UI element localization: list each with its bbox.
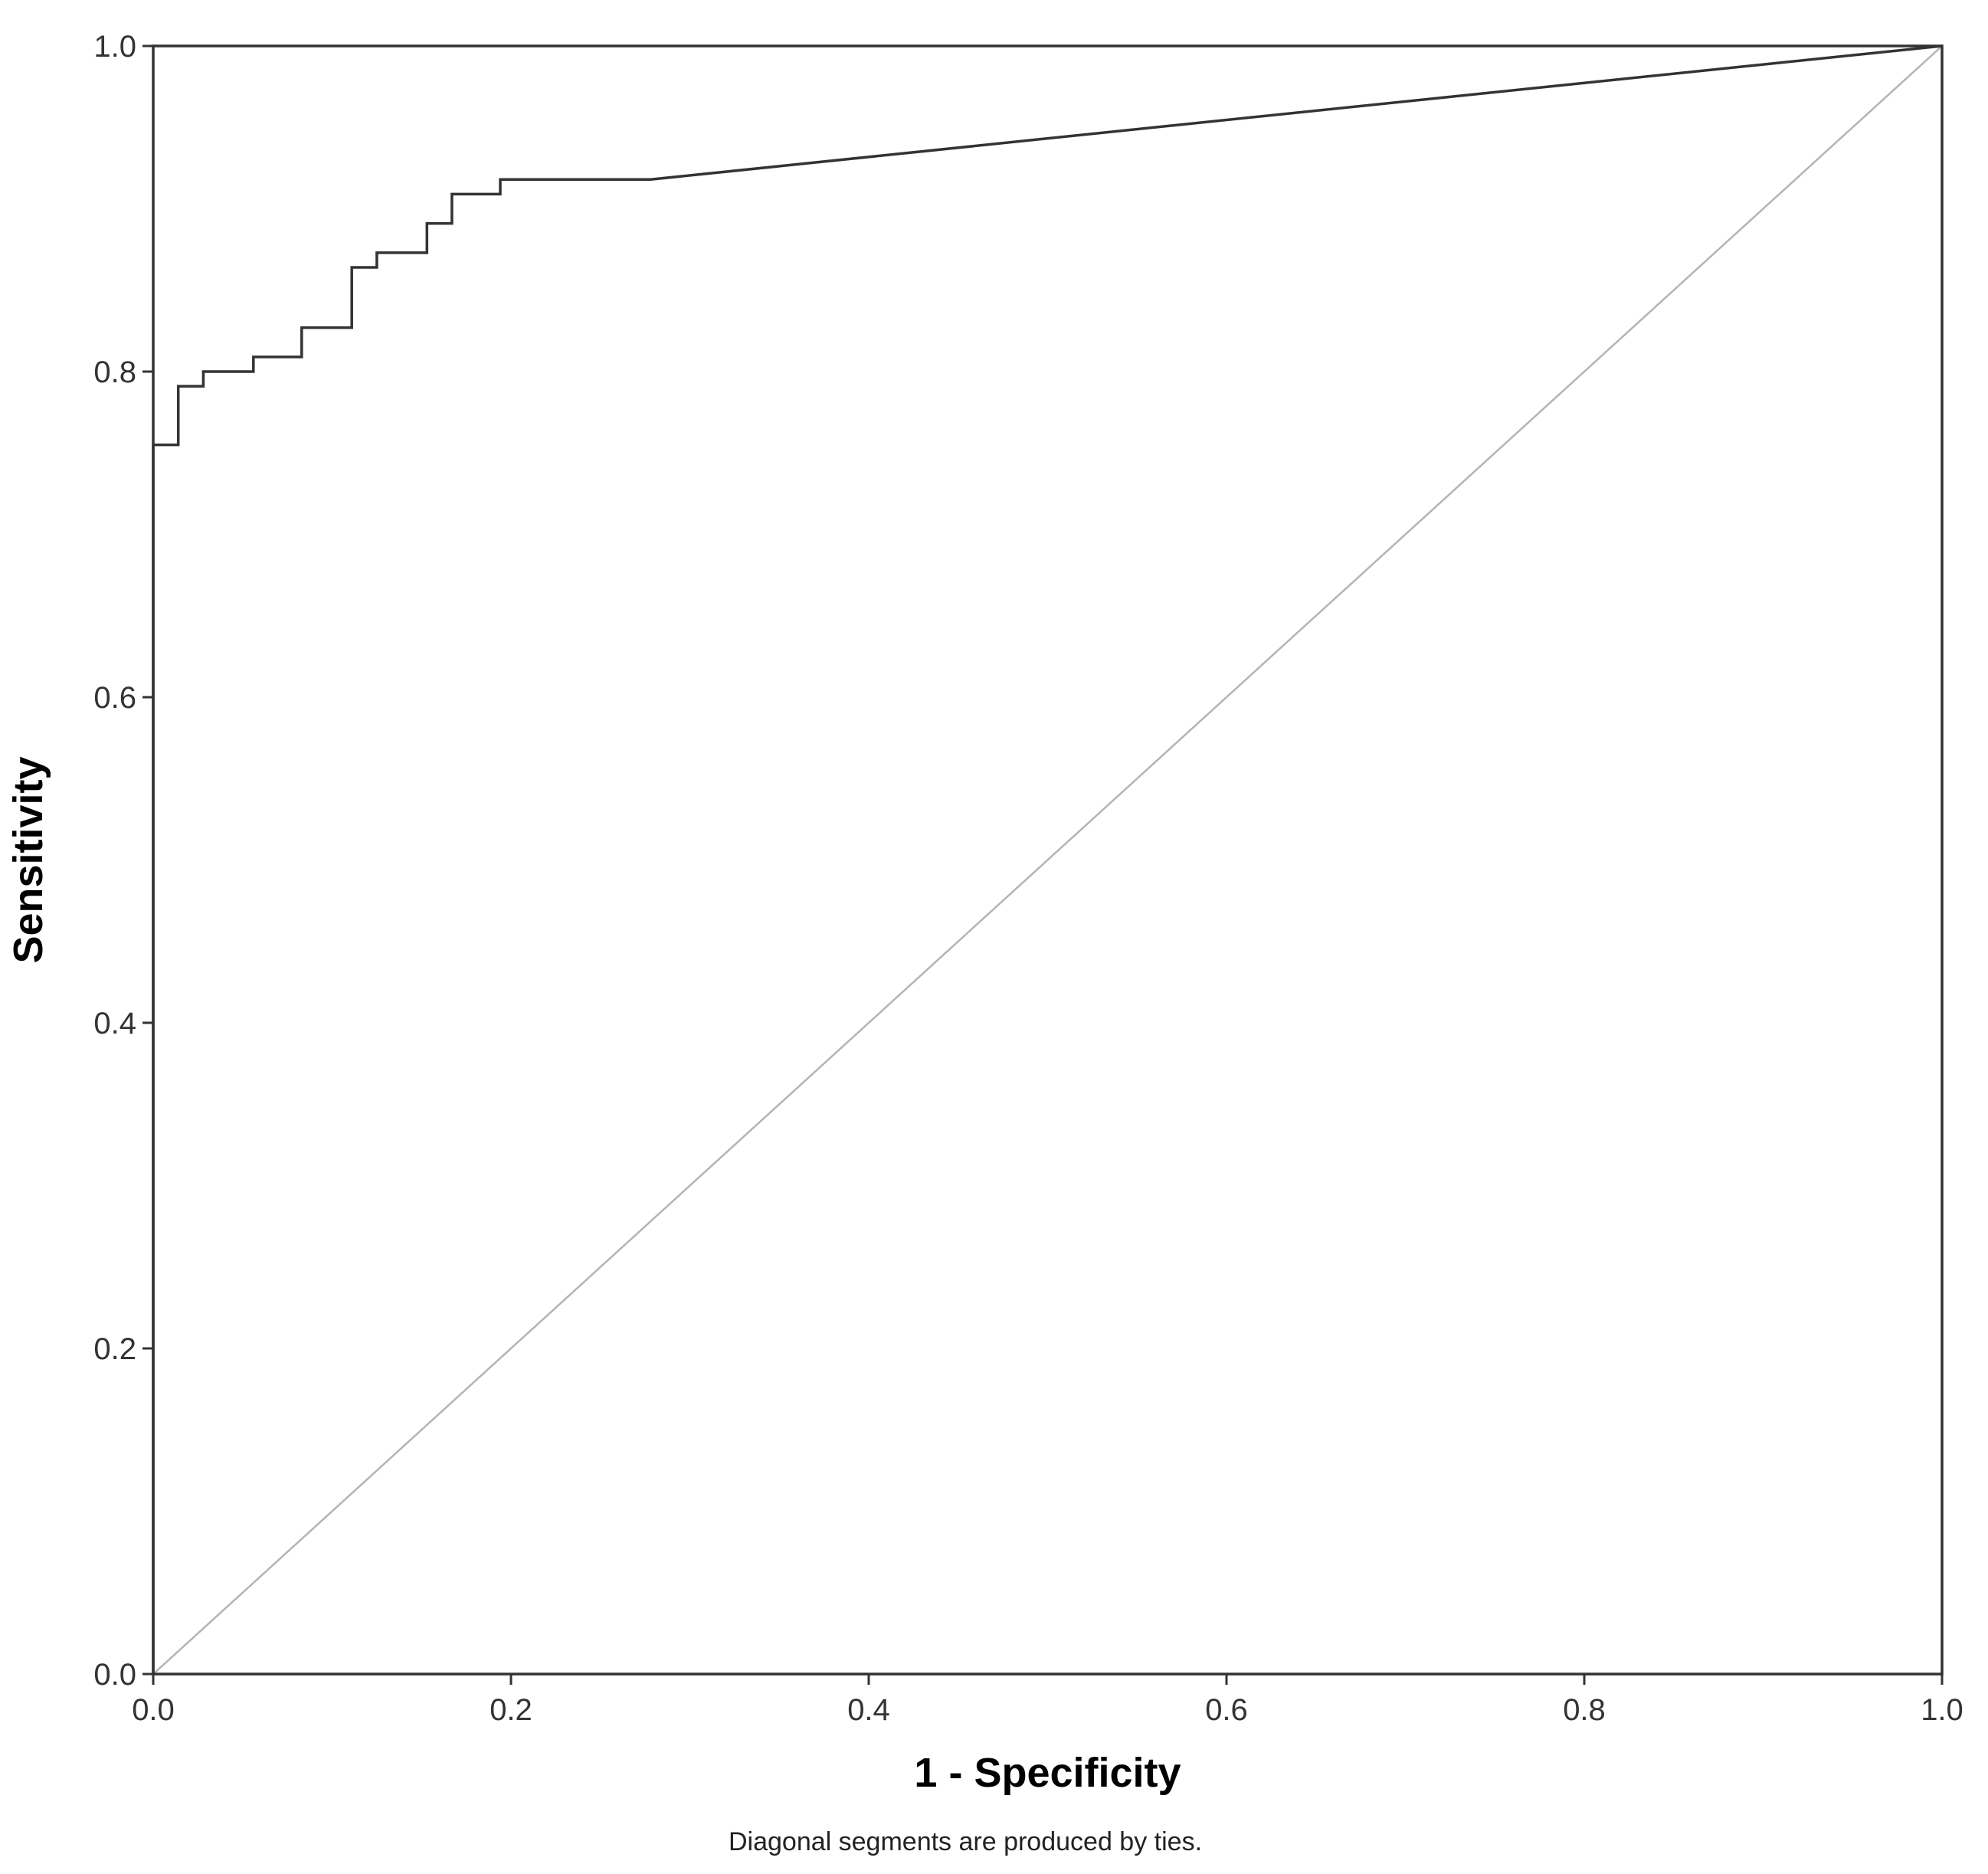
reference-diagonal-line: [152, 45, 1943, 1675]
x-tick-label: 0.2: [490, 1693, 532, 1727]
x-tick-label: 0.4: [847, 1693, 890, 1727]
chart-footnote: Diagonal segments are produced by ties.: [729, 1827, 1202, 1856]
y-tick-label: 0.6: [93, 681, 136, 715]
x-axis-ticks: 0.0 0.2 0.4 0.6 0.8 1.0: [132, 1674, 1963, 1727]
y-tick-label: 0.4: [93, 1007, 136, 1040]
y-tick-label: 0.8: [93, 355, 136, 389]
x-tick-label: 1.0: [1921, 1693, 1963, 1727]
roc-curve-line: [152, 44, 1943, 1674]
y-tick-label: 0.2: [93, 1332, 136, 1366]
x-tick-label: 0.6: [1205, 1693, 1248, 1727]
plot-frame: [152, 44, 1944, 1676]
y-axis-title: Sensitivity: [5, 756, 51, 963]
x-tick-label: 0.0: [132, 1693, 175, 1727]
y-axis-ticks: 0.0 0.2 0.4 0.6 0.8 1.0: [93, 30, 153, 1692]
x-tick-label: 0.8: [1563, 1693, 1606, 1727]
y-tick-label: 0.0: [93, 1658, 136, 1692]
x-axis-title: 1 - Specificity: [914, 1750, 1181, 1796]
y-tick-label: 1.0: [93, 30, 136, 64]
